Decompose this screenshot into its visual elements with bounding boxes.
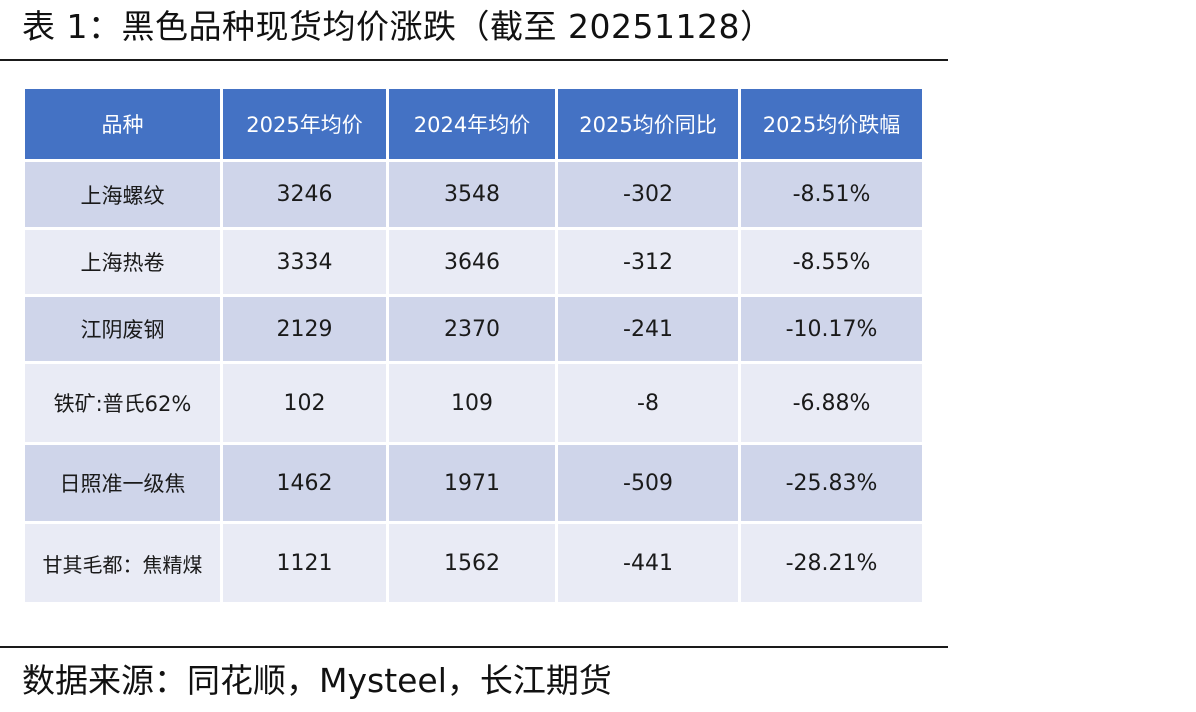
cell-avg-2024: 3548	[389, 162, 555, 227]
table-title: 表 1：黑色品种现货均价涨跌（截至 20251128）	[22, 7, 774, 46]
cell-variety: 甘其毛都：焦精煤	[25, 524, 220, 602]
cell-variety: 上海热卷	[25, 230, 220, 294]
cell-avg-2024: 3646	[389, 230, 555, 294]
table-row: 日照准一级焦 1462 1971 -509 -25.83%	[25, 445, 922, 521]
header-yoy-change: 2025均价同比	[558, 89, 738, 159]
table-row: 上海热卷 3334 3646 -312 -8.55%	[25, 230, 922, 294]
cell-avg-2025: 1121	[223, 524, 386, 602]
cell-avg-2024: 1971	[389, 445, 555, 521]
table-row: 上海螺纹 3246 3548 -302 -8.51%	[25, 162, 922, 227]
cell-decline-pct: -6.88%	[741, 364, 922, 442]
cell-decline-pct: -10.17%	[741, 297, 922, 361]
cell-decline-pct: -8.55%	[741, 230, 922, 294]
cell-avg-2024: 109	[389, 364, 555, 442]
top-rule	[0, 59, 948, 61]
header-avg-2024: 2024年均价	[389, 89, 555, 159]
cell-yoy-change: -312	[558, 230, 738, 294]
cell-yoy-change: -8	[558, 364, 738, 442]
header-decline-pct: 2025均价跌幅	[741, 89, 922, 159]
cell-avg-2025: 1462	[223, 445, 386, 521]
cell-avg-2025: 3334	[223, 230, 386, 294]
cell-variety: 上海螺纹	[25, 162, 220, 227]
cell-yoy-change: -302	[558, 162, 738, 227]
cell-yoy-change: -241	[558, 297, 738, 361]
cell-decline-pct: -8.51%	[741, 162, 922, 227]
cell-yoy-change: -509	[558, 445, 738, 521]
data-source-note: 数据来源：同花顺，Mysteel，长江期货	[22, 661, 612, 700]
header-avg-2025: 2025年均价	[223, 89, 386, 159]
cell-variety: 日照准一级焦	[25, 445, 220, 521]
cell-yoy-change: -441	[558, 524, 738, 602]
table-row: 江阴废钢 2129 2370 -241 -10.17%	[25, 297, 922, 361]
table-row: 铁矿:普氏62% 102 109 -8 -6.88%	[25, 364, 922, 442]
table-row: 甘其毛都：焦精煤 1121 1562 -441 -28.21%	[25, 524, 922, 602]
cell-decline-pct: -25.83%	[741, 445, 922, 521]
cell-decline-pct: -28.21%	[741, 524, 922, 602]
cell-variety: 江阴废钢	[25, 297, 220, 361]
header-row: 品种 2025年均价 2024年均价 2025均价同比 2025均价跌幅	[25, 89, 922, 159]
price-table: 品种 2025年均价 2024年均价 2025均价同比 2025均价跌幅 上海螺…	[22, 86, 925, 605]
cell-variety: 铁矿:普氏62%	[25, 364, 220, 442]
cell-avg-2025: 2129	[223, 297, 386, 361]
bottom-rule	[0, 646, 948, 648]
cell-avg-2024: 2370	[389, 297, 555, 361]
cell-avg-2025: 102	[223, 364, 386, 442]
cell-avg-2024: 1562	[389, 524, 555, 602]
cell-avg-2025: 3246	[223, 162, 386, 227]
header-variety: 品种	[25, 89, 220, 159]
